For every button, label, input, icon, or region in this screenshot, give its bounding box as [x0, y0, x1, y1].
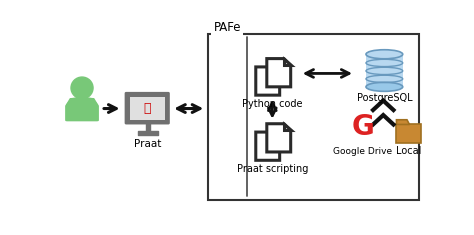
Polygon shape	[256, 132, 280, 160]
Text: G: G	[352, 113, 374, 141]
Text: PAFe: PAFe	[213, 21, 241, 34]
Polygon shape	[284, 59, 291, 65]
Polygon shape	[66, 98, 98, 121]
Polygon shape	[66, 98, 98, 121]
Text: Google Drive: Google Drive	[334, 147, 392, 156]
Ellipse shape	[366, 82, 403, 91]
FancyBboxPatch shape	[396, 125, 421, 143]
Bar	[366, 54, 403, 87]
Text: Praat: Praat	[134, 139, 161, 149]
Polygon shape	[284, 124, 291, 130]
Text: 👂: 👂	[144, 102, 151, 115]
FancyBboxPatch shape	[125, 92, 170, 125]
Text: Python code: Python code	[242, 99, 302, 109]
FancyBboxPatch shape	[130, 97, 164, 120]
Circle shape	[71, 77, 93, 99]
Text: Local: Local	[396, 146, 422, 156]
Polygon shape	[273, 67, 280, 74]
Bar	[146, 123, 150, 133]
Polygon shape	[267, 124, 291, 152]
Ellipse shape	[366, 50, 403, 59]
Polygon shape	[256, 67, 280, 95]
Text: Praat scripting: Praat scripting	[237, 164, 308, 174]
FancyBboxPatch shape	[208, 34, 419, 200]
Bar	[65, 119, 101, 137]
Polygon shape	[396, 120, 410, 125]
Polygon shape	[273, 132, 280, 139]
Polygon shape	[267, 59, 291, 87]
Text: PostgreSQL: PostgreSQL	[356, 93, 412, 103]
Bar	[138, 131, 158, 135]
